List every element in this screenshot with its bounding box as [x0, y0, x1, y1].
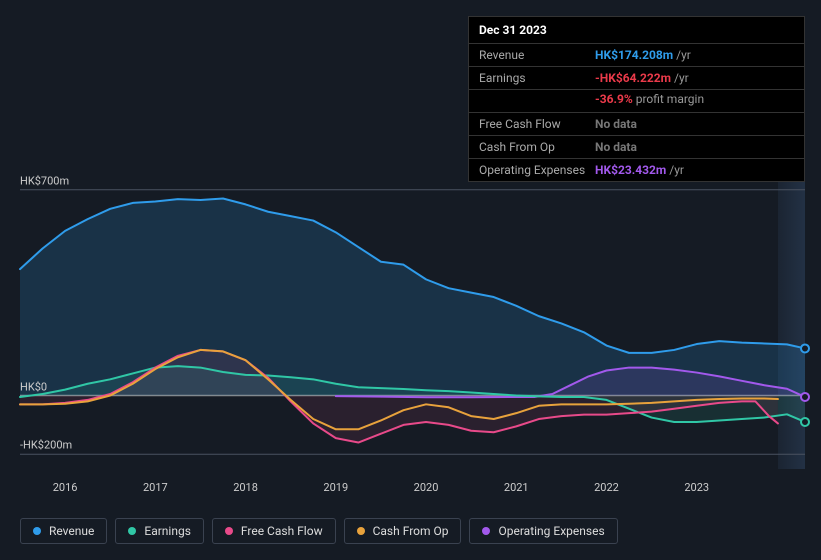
tooltip-label: Free Cash Flow [479, 117, 595, 131]
y-tick-label: HK$700m [20, 174, 69, 187]
tooltip-subrow: -36.9% profit margin [469, 90, 804, 113]
tooltip-row: Cash From OpNo data [469, 136, 804, 159]
tooltip-label: Cash From Op [479, 140, 595, 154]
legend-dot [128, 527, 136, 535]
legend-dot [482, 527, 490, 535]
tooltip-value: No data [595, 140, 637, 154]
x-tick-label: 2019 [323, 481, 348, 494]
legend-label: Free Cash Flow [241, 524, 323, 538]
tooltip-label: Earnings [479, 71, 595, 85]
legend-label: Earnings [144, 524, 191, 538]
tooltip-value: HK$23.432m /yr [595, 163, 684, 177]
tooltip-row: Earnings-HK$64.222m /yr [469, 67, 804, 90]
legend-item-free-cash-flow[interactable]: Free Cash Flow [212, 518, 336, 544]
y-tick-label: -HK$200m [20, 439, 72, 452]
x-tick-label: 2023 [684, 481, 709, 494]
legend-label: Revenue [49, 524, 94, 538]
x-tick-label: 2020 [414, 481, 439, 494]
x-tick-label: 2017 [143, 481, 168, 494]
tooltip-row: Operating ExpensesHK$23.432m /yr [469, 159, 804, 181]
legend-dot [357, 527, 365, 535]
legend-dot [33, 527, 41, 535]
tooltip-label: Operating Expenses [479, 163, 595, 177]
tooltip-value: No data [595, 117, 637, 131]
legend-dot [225, 527, 233, 535]
chart-legend: Revenue Earnings Free Cash Flow Cash From O… [20, 518, 618, 544]
x-tick-label: 2022 [594, 481, 619, 494]
legend-label: Cash From Op [373, 524, 449, 538]
tooltip-row: Free Cash FlowNo data [469, 113, 804, 136]
x-tick-label: 2018 [233, 481, 258, 494]
tooltip-value: HK$174.208m /yr [595, 48, 691, 62]
legend-item-operating-expenses[interactable]: Operating Expenses [469, 518, 617, 544]
legend-label: Operating Expenses [498, 524, 604, 538]
legend-item-earnings[interactable]: Earnings [115, 518, 204, 544]
chart-tooltip: Dec 31 2023 RevenueHK$174.208m /yrEarnin… [468, 16, 805, 182]
tooltip-label: Revenue [479, 48, 595, 62]
x-tick-label: 2016 [53, 481, 78, 494]
tooltip-row: RevenueHK$174.208m /yr [469, 44, 804, 67]
legend-item-cash-from-op[interactable]: Cash From Op [344, 518, 462, 544]
tooltip-date: Dec 31 2023 [469, 17, 804, 44]
y-tick-label: HK$0 [20, 380, 47, 393]
legend-item-revenue[interactable]: Revenue [20, 518, 107, 544]
tooltip-value: -HK$64.222m /yr [595, 71, 689, 85]
x-tick-label: 2021 [504, 481, 529, 494]
